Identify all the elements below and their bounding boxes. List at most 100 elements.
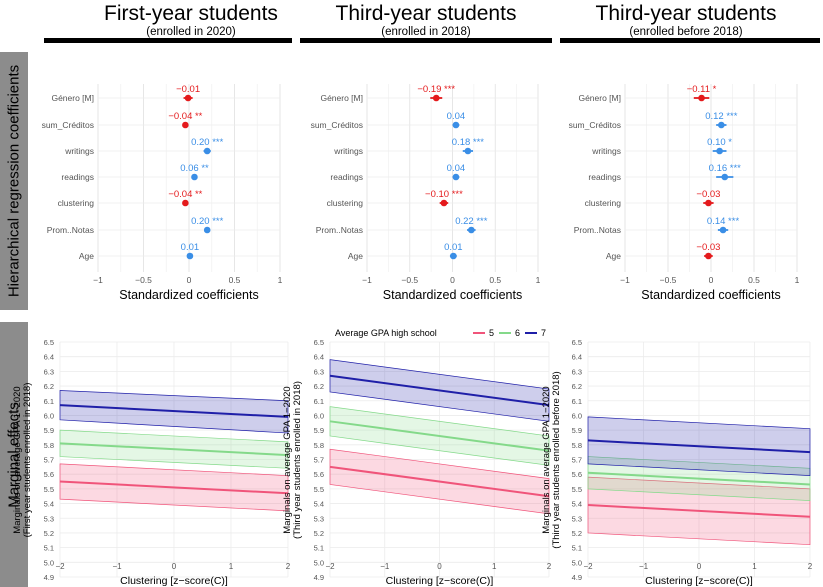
coefficient-label: 0.16 *** [709,163,742,174]
y-axis-label-line1: Marginals on average GPA 1−2020 [282,386,293,533]
x-tick-label: 1 [795,275,800,285]
y-tick-label: 5.0 [44,558,54,567]
y-tick-label: 5.2 [44,529,54,538]
column-title-3-rule [560,38,820,43]
y-tick-label: 6.4 [572,353,582,362]
column-title-2-main: Third-year students [335,2,517,25]
x-tick-label: 0 [187,275,192,285]
coefficient-label: −0.04 ** [168,189,202,200]
coefficient-plot-1: −1 −0.5 0 0.5 1 Standardized coefficients Géne… [42,84,283,302]
x-tick-label: 0.5 [748,275,760,285]
y-tick-label: 5.6 [314,470,324,479]
x-tick-label: 1 [492,562,497,571]
term-label: Género [M] [578,93,621,103]
x-tick-label: −1 [93,275,103,285]
y-tick-label: 4.9 [572,573,582,582]
y-tick-label: 5.5 [572,485,582,494]
y-tick-label: 5.5 [44,485,54,494]
coefficient-point [440,199,448,207]
x-tick-label: 1 [536,275,541,285]
coefficient-label: −0.03 [696,189,720,200]
x-tick-label: 2 [808,562,813,571]
y-tick-label: 5.8 [44,441,54,450]
y-tick-label: 5.8 [314,441,324,450]
y-tick-label: 5.5 [314,485,324,494]
x-tick-label: 1 [752,562,757,571]
column-title-3-main: Third-year students [595,2,777,25]
coefficient-label: 0.14 *** [707,216,740,227]
y-tick-label: 5.1 [572,544,582,553]
coefficient-label: 0.01 [181,242,200,253]
term-label: Age [606,251,621,261]
coefficient-label: 0.20 *** [191,137,224,148]
series-line-gpa-6 [59,442,289,457]
legend-label-6: 6 [515,328,520,338]
x-tick-label: −2 [583,562,593,571]
term-label: sum_Créditos [42,120,94,130]
y-tick-label: 4.9 [314,573,324,582]
y-tick-label: 5.3 [314,514,324,523]
y-tick-label: 5.1 [44,544,54,553]
term-label: writings [333,146,363,156]
x-tick-label: −0.5 [135,275,152,285]
x-axis-label: Clustering [z−score(C)] [120,575,228,587]
coefficient-plot-3: −1 −0.5 0 0.5 1 Standardized coefficients Géne… [569,84,800,302]
coefficient-point [191,173,198,181]
y-tick-label: 5.0 [314,558,324,567]
y-tick-label: 5.9 [314,426,324,435]
y-tick-label: 6.0 [572,411,582,420]
coefficient-point [432,94,440,102]
term-label: Género [M] [320,93,363,103]
term-label: clustering [58,198,95,208]
x-tick-label: −1 [362,275,372,285]
term-label: clustering [327,198,364,208]
y-tick-label: 5.7 [314,456,324,465]
y-axis-label-line2: (First year students enrolled in 2018) [22,383,33,538]
y-tick-label: 6.0 [44,411,54,420]
coefficient-point [698,94,705,102]
column-title-1-rule [44,38,292,43]
y-tick-label: 5.1 [314,544,324,553]
coefficient-label: −0.10 *** [425,189,463,200]
coefficient-point [705,199,712,207]
x-tick-label: 0 [697,562,702,571]
coefficient-point [716,147,723,155]
y-tick-label: 5.2 [572,529,582,538]
legend-label-5: 5 [489,328,494,338]
series-line-gpa-7 [59,404,289,418]
y-tick-label: 6.1 [572,397,582,406]
coefficient-point [468,226,475,234]
legend-title: Average GPA high school [335,328,437,338]
column-title-2: Third-year students (enrolled in 2018) [301,2,551,39]
column-title-2-sub: (enrolled in 2018) [381,26,471,38]
y-axis-label-line2: (Third year students enrolled before 201… [551,371,562,548]
term-label: Género [M] [51,93,94,103]
y-tick-label: 5.2 [314,529,324,538]
term-label: clustering [585,198,622,208]
x-tick-label: 0 [450,275,455,285]
y-tick-label: 5.6 [572,470,582,479]
y-tick-label: 6.0 [314,411,324,420]
column-title-3-sub: (enrolled before 2018) [629,26,743,38]
coefficient-label: 0.01 [444,242,463,253]
coefficient-label: 0.04 [447,111,466,122]
coefficient-label: −0.03 [696,242,720,253]
coefficient-label: 0.12 *** [705,111,738,122]
column-title-1-main: First-year students [104,2,278,25]
coefficient-point [203,147,211,155]
y-tick-label: 6.2 [314,382,324,391]
series-line-gpa-6 [329,420,550,452]
x-axis-label: Clustering [z−score(C)] [645,575,753,587]
y-tick-label: 4.9 [44,573,54,582]
y-axis-label-line1: Marginals on average GPA 1−2020 [12,386,23,533]
legend: Average GPA high school 5 6 7 [335,328,546,338]
y-tick-label: 6.4 [314,353,324,362]
term-label: Prom..Notas [47,225,94,235]
coefficient-label: 0.04 [447,163,466,174]
y-tick-label: 6.3 [314,367,324,376]
y-tick-label: 5.6 [44,470,54,479]
y-axis-label: Marginals on average GPA 1−2020(Third ye… [282,381,303,539]
coefficient-label: 0.20 *** [191,216,224,227]
series-line-gpa-5 [329,465,550,498]
